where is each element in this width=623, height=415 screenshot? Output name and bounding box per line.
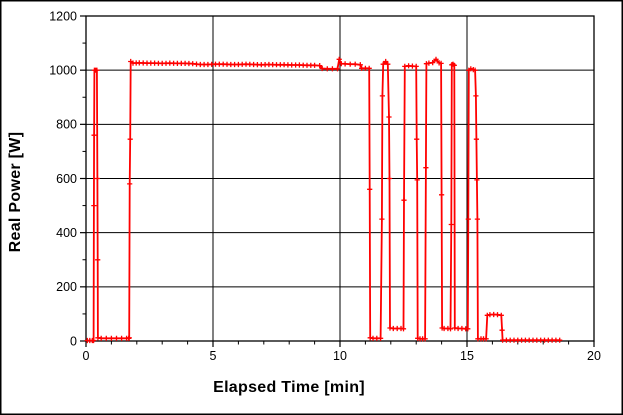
x-tick-label: 20 — [587, 349, 601, 363]
y-tick-label: 600 — [56, 172, 77, 186]
y-tick-label: 400 — [56, 226, 77, 240]
x-tick-label: 0 — [83, 349, 90, 363]
y-tick-label: 1200 — [49, 9, 77, 23]
y-axis-title: Real Power [W] — [7, 132, 24, 253]
gridlines — [86, 16, 594, 341]
series-markers-real-power — [84, 56, 563, 344]
axis-ticks — [80, 15, 595, 347]
y-tick-label: 1000 — [49, 63, 77, 77]
data-series — [84, 56, 563, 344]
y-tick-label: 0 — [70, 334, 77, 348]
x-axis-title: Elapsed Time [min] — [213, 379, 365, 396]
x-tick-label: 5 — [210, 349, 217, 363]
x-tick-label: 10 — [333, 349, 347, 363]
y-tick-label: 800 — [56, 118, 77, 132]
y-tick-label: 200 — [56, 280, 77, 294]
x-tick-label: 15 — [460, 349, 474, 363]
